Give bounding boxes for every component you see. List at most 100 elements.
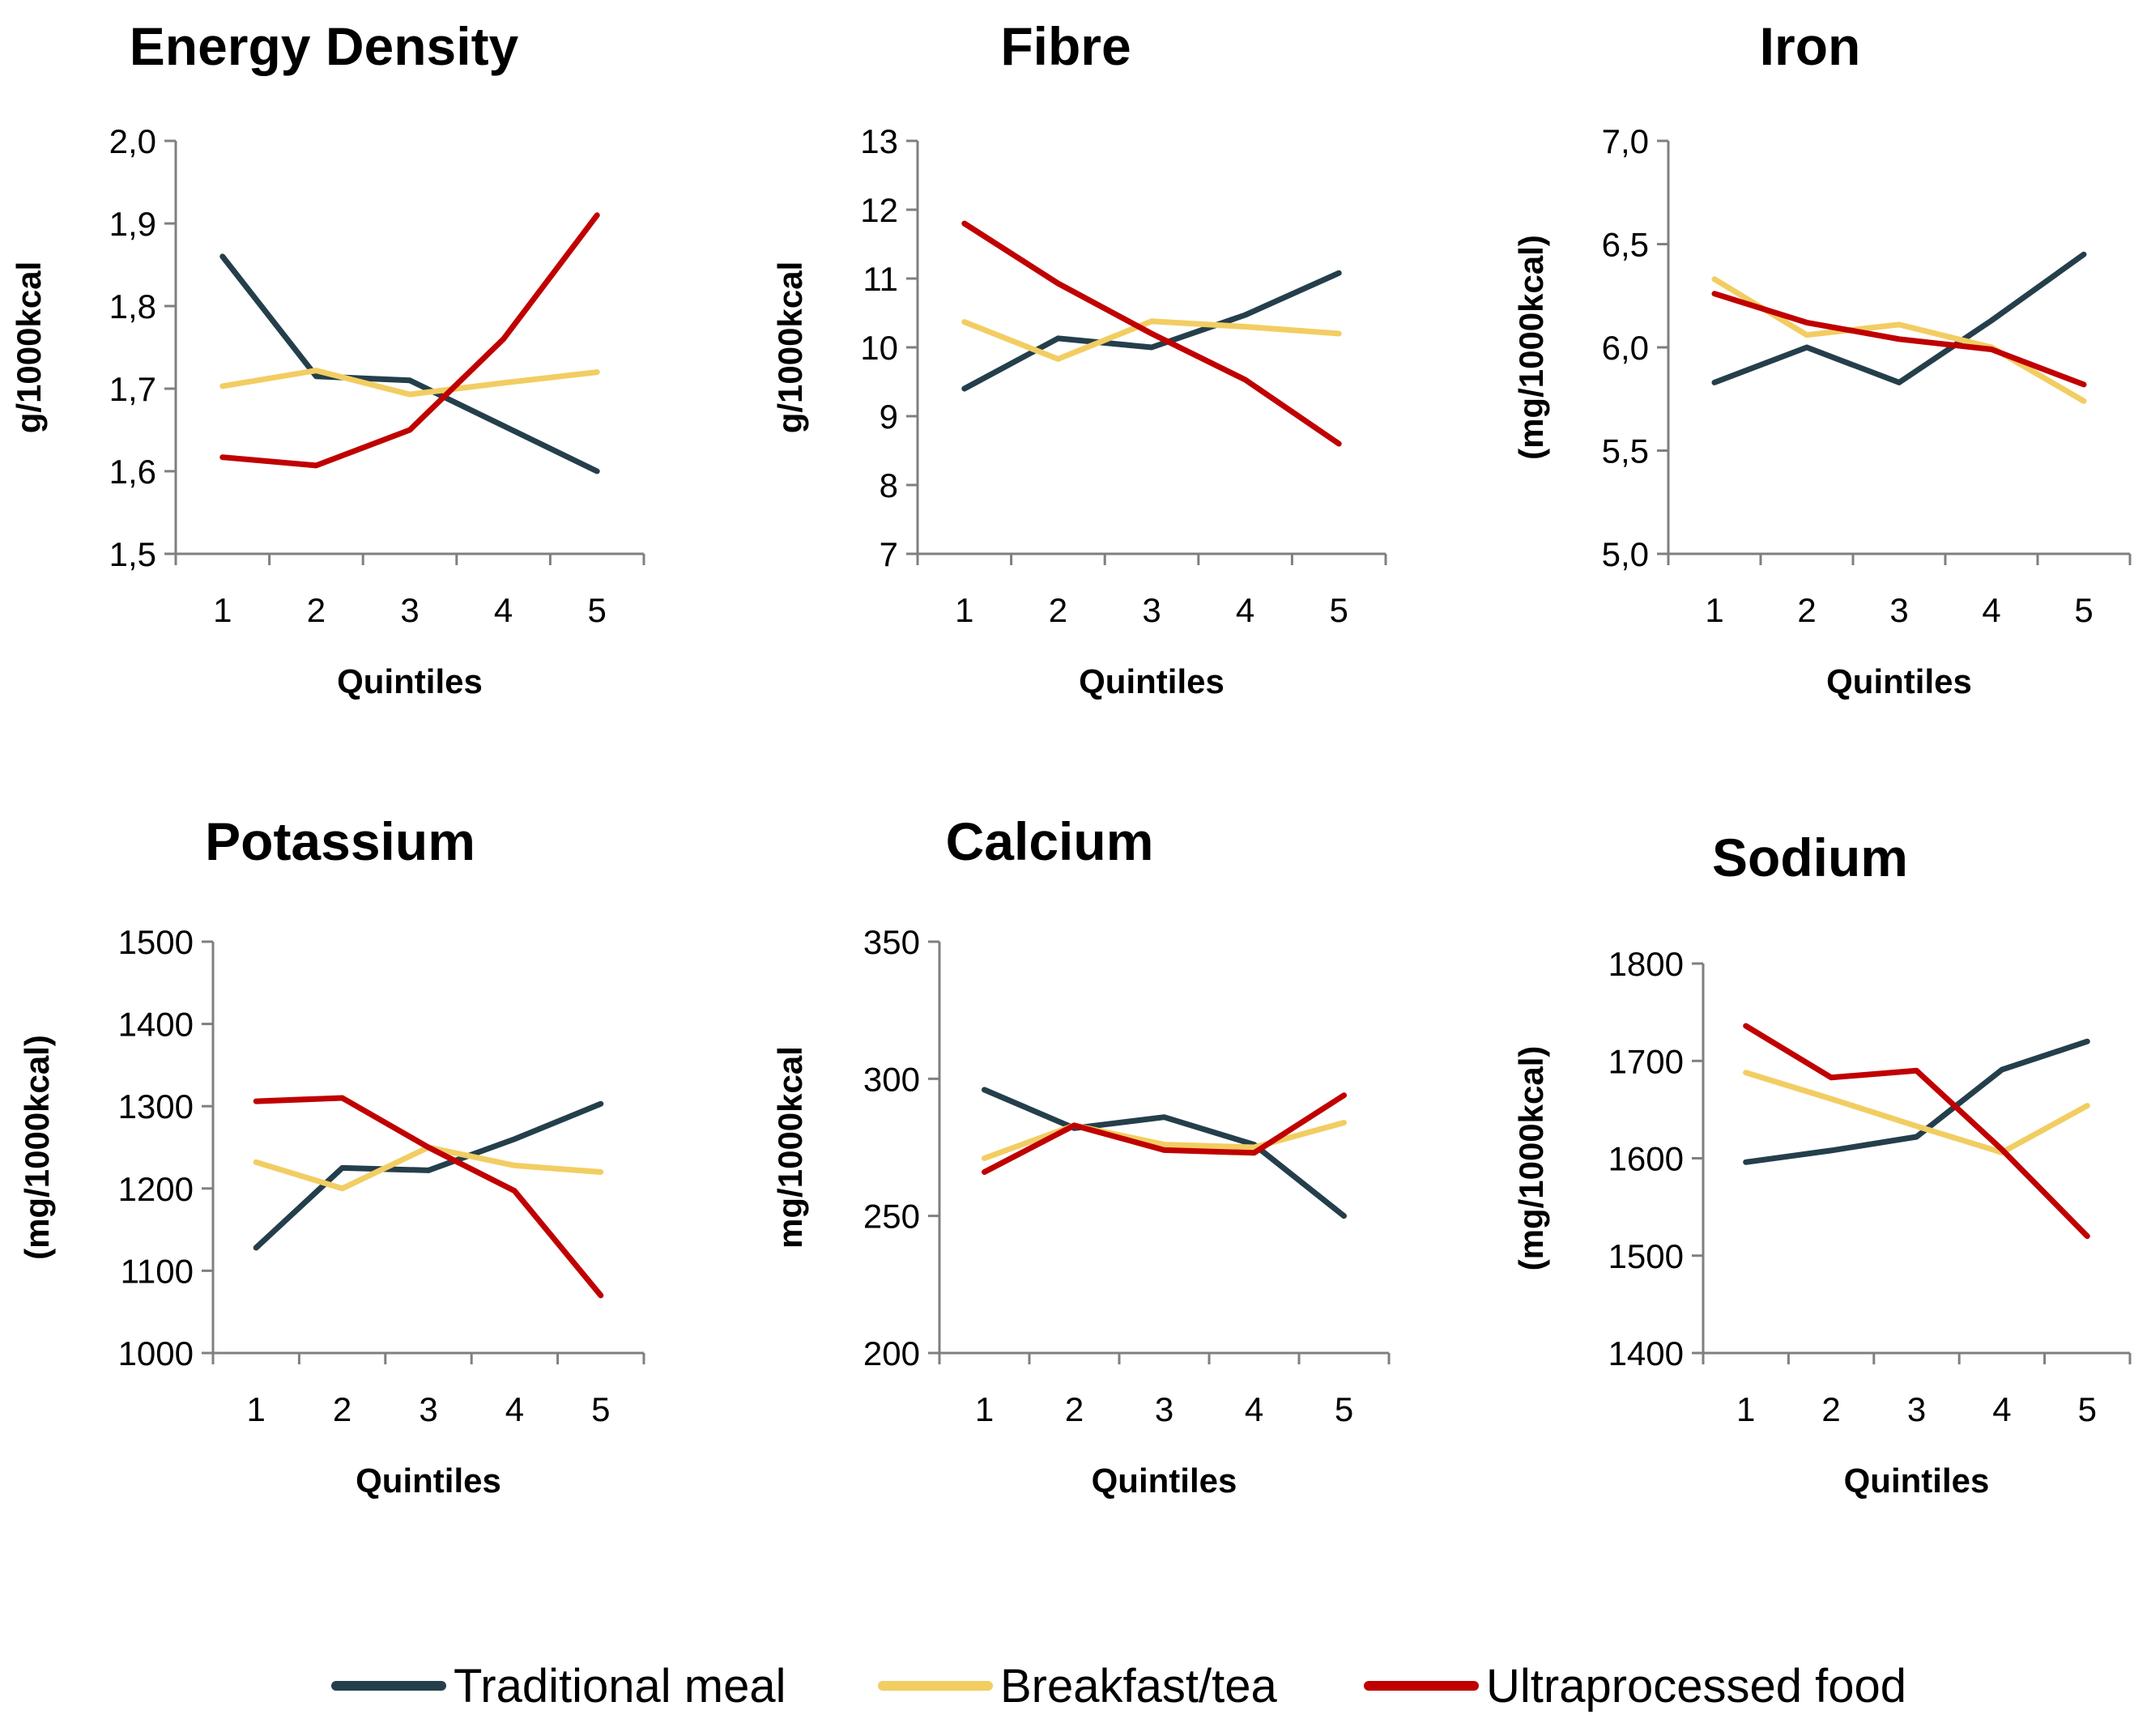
y-tick-label: 5,5 xyxy=(1602,432,1649,470)
series-line-traditional-meal xyxy=(961,270,1342,392)
chart-title: Iron xyxy=(1760,16,1861,76)
series-line-ultraprocessed-food xyxy=(961,220,1342,447)
x-tick-label: 1 xyxy=(975,1390,994,1428)
y-tick-label: 350 xyxy=(863,923,920,961)
y-tick-label: 1,9 xyxy=(109,205,156,243)
series-line-traditional-meal xyxy=(219,253,600,474)
y-tick-label: 9 xyxy=(880,398,898,436)
chart-title: Energy Density xyxy=(130,16,519,76)
series-line-breakfast-tea xyxy=(219,368,600,398)
legend-item-ultraprocessed-food: Ultraprocessed food xyxy=(1364,1660,1906,1713)
x-tick-label: 2 xyxy=(307,591,326,629)
x-axis-title: Quintiles xyxy=(1079,662,1225,700)
y-tick-label: 1,5 xyxy=(109,535,156,573)
y-tick-label: 200 xyxy=(863,1334,920,1372)
y-tick-label: 1400 xyxy=(118,1006,194,1044)
x-axis-title: Quintiles xyxy=(1844,1462,1990,1500)
y-tick-label: 13 xyxy=(860,122,898,160)
y-tick-label: 1500 xyxy=(1608,1237,1684,1275)
x-tick-label: 2 xyxy=(1065,1390,1084,1428)
y-tick-label: 300 xyxy=(863,1060,920,1098)
x-tick-label: 2 xyxy=(333,1390,351,1428)
x-tick-label: 4 xyxy=(1245,1390,1263,1428)
chart-title: Potassium xyxy=(205,811,475,871)
series-line-breakfast-tea xyxy=(1743,1070,2090,1155)
y-tick-label: 6,0 xyxy=(1602,329,1649,367)
x-tick-label: 2 xyxy=(1821,1390,1840,1428)
series-line-ultraprocessed-food xyxy=(253,1095,604,1299)
legend-item-breakfast-tea: Breakfast/tea xyxy=(878,1660,1277,1713)
x-tick-label: 2 xyxy=(1797,591,1816,629)
legend-label: Breakfast/tea xyxy=(1000,1660,1277,1713)
series-line-ultraprocessed-food xyxy=(982,1092,1347,1175)
chart-title: Fibre xyxy=(1000,16,1131,76)
chart-energy-density: Energy Density 1,5 1,6 1,7 1,8 1,9 2,0 1 2 3 4 5 Qui… xyxy=(10,16,645,700)
y-axis-title: (mg/1000kcal) xyxy=(1512,235,1550,460)
x-tick-label: 4 xyxy=(1992,1390,2011,1428)
x-tick-label: 1 xyxy=(247,1390,266,1428)
series-line-breakfast-tea xyxy=(961,318,1342,362)
series-line-traditional-meal xyxy=(253,1100,604,1251)
x-tick-label: 5 xyxy=(588,591,607,629)
y-tick-label: 1,6 xyxy=(109,453,156,491)
x-tick-label: 1 xyxy=(1705,591,1723,629)
series-line-ultraprocessed-food xyxy=(219,212,600,469)
y-tick-label: 1100 xyxy=(121,1252,194,1290)
y-tick-label: 1600 xyxy=(1608,1140,1684,1178)
y-tick-label: 1400 xyxy=(1608,1334,1684,1372)
legend-item-traditional-meal: Traditional meal xyxy=(331,1660,786,1713)
y-tick-label: 1,8 xyxy=(109,287,156,326)
x-tick-label: 1 xyxy=(1736,1390,1755,1428)
series-line-traditional-meal xyxy=(1743,1038,2090,1165)
y-tick-label: 1700 xyxy=(1608,1042,1684,1080)
x-tick-label: 5 xyxy=(1330,591,1348,629)
x-tick-label: 5 xyxy=(2078,1390,2097,1428)
x-tick-label: 1 xyxy=(955,591,973,629)
y-tick-label: 7,0 xyxy=(1602,122,1649,160)
chart-potassium: Potassium 1000 1100 1200 1300 1400 1500 1 2 3 4 5 Qu… xyxy=(18,811,645,1500)
series-line-traditional-meal xyxy=(982,1087,1347,1219)
x-tick-label: 2 xyxy=(1049,591,1067,629)
y-tick-label: 11 xyxy=(863,260,898,298)
y-tick-label: 250 xyxy=(863,1198,920,1236)
x-tick-label: 4 xyxy=(505,1390,524,1428)
y-tick-label: 1200 xyxy=(118,1170,194,1208)
y-axis-title: (mg/1000kcal) xyxy=(1512,1046,1550,1271)
chart-calcium: Calcium 200 250 300 350 1 2 3 4 5 Quintiles mg/1000… xyxy=(771,811,1391,1500)
x-tick-label: 4 xyxy=(1236,591,1254,629)
x-tick-label: 3 xyxy=(1889,591,1908,629)
x-tick-label: 3 xyxy=(1907,1390,1926,1428)
x-tick-label: 3 xyxy=(400,591,419,629)
y-axis-title: g/1000kcal xyxy=(771,262,809,434)
y-tick-label: 10 xyxy=(860,329,898,367)
x-tick-label: 4 xyxy=(1982,591,2000,629)
x-axis-title: Quintiles xyxy=(356,1462,501,1500)
y-tick-label: 2,0 xyxy=(109,122,156,160)
series-line-breakfast-tea xyxy=(982,1120,1347,1161)
y-tick-label: 1500 xyxy=(118,923,194,961)
x-axis-title: Quintiles xyxy=(1826,662,1972,700)
y-tick-label: 1000 xyxy=(118,1334,194,1372)
x-tick-label: 3 xyxy=(419,1390,437,1428)
x-axis-title: Quintiles xyxy=(337,662,483,700)
x-tick-label: 4 xyxy=(494,591,513,629)
x-axis-title: Quintiles xyxy=(1092,1462,1237,1500)
x-tick-label: 3 xyxy=(1142,591,1161,629)
legend-label: Ultraprocessed food xyxy=(1486,1660,1906,1713)
y-tick-label: 1,7 xyxy=(109,370,156,408)
y-tick-label: 12 xyxy=(860,191,898,229)
series-line-breakfast-tea xyxy=(1711,276,2087,404)
series-line-ultraprocessed-food xyxy=(1711,291,2087,388)
y-tick-label: 6,5 xyxy=(1602,226,1649,264)
x-tick-label: 3 xyxy=(1155,1390,1173,1428)
legend-label: Traditional meal xyxy=(454,1660,786,1713)
y-tick-label: 1800 xyxy=(1608,945,1684,983)
series-line-traditional-meal xyxy=(1711,251,2087,385)
y-axis-title: (mg/1000kcal) xyxy=(18,1035,56,1260)
y-tick-label: 5,0 xyxy=(1602,535,1649,573)
y-tick-label: 7 xyxy=(880,535,898,573)
chart-iron: Iron 5,0 5,5 6,0 6,5 7,0 1 2 3 4 5 Quintiles (mg/100… xyxy=(1512,16,2132,700)
